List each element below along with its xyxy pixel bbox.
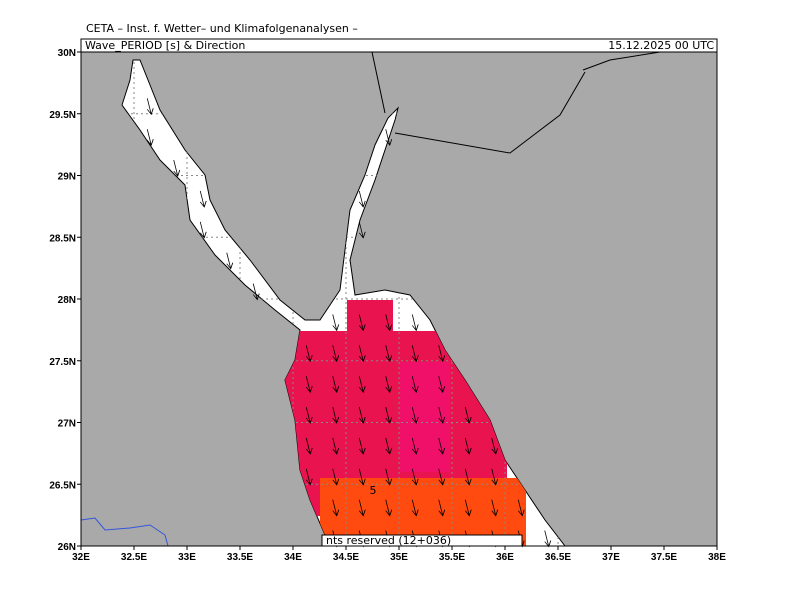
field-title: Wave_PERIOD [s] & Direction	[85, 39, 245, 52]
footer: nts reserved (12+036)	[326, 534, 451, 547]
direction-arrow	[464, 499, 472, 517]
direction-arrow	[411, 376, 419, 394]
direction-arrow	[146, 98, 154, 116]
direction-arrow	[464, 437, 472, 455]
direction-arrow	[358, 376, 366, 394]
direction-arrow	[438, 376, 446, 394]
direction-arrow	[385, 437, 393, 455]
direction-arrow	[305, 345, 313, 363]
direction-arrow	[464, 468, 472, 486]
direction-arrow	[491, 468, 499, 486]
x-tick-label: 37E	[602, 552, 620, 563]
direction-arrow	[411, 499, 419, 517]
direction-arrow	[358, 468, 366, 486]
direction-arrow	[411, 406, 419, 424]
direction-arrow	[411, 345, 419, 363]
direction-arrow	[358, 499, 366, 517]
direction-arrow	[464, 406, 472, 424]
river	[80, 517, 169, 547]
direction-arrow	[385, 376, 393, 394]
direction-arrow	[146, 129, 154, 147]
direction-arrow	[438, 437, 446, 455]
y-tick-label: 29N	[58, 172, 76, 183]
direction-arrow	[199, 190, 207, 208]
y-tick-label: 26N	[58, 542, 76, 553]
x-tick-label: 33E	[178, 552, 196, 563]
direction-arrow	[358, 437, 366, 455]
x-tick-label: 32E	[72, 552, 90, 563]
direction-arrow	[385, 406, 393, 424]
x-tick-label: 34E	[284, 552, 302, 563]
period-cell	[347, 300, 393, 331]
direction-arrow	[305, 468, 313, 486]
date: 15.12.2025 00 UTC	[608, 39, 714, 52]
x-tick-label: 34.5E	[333, 552, 359, 563]
direction-arrow	[491, 437, 499, 455]
direction-arrow	[358, 406, 366, 424]
direction-arrow	[544, 530, 552, 548]
direction-arrow	[252, 283, 260, 301]
x-tick-label: 32.5E	[121, 552, 147, 563]
direction-arrow	[305, 437, 313, 455]
direction-arrow	[438, 345, 446, 363]
direction-arrow	[438, 499, 446, 517]
x-tick-label: 36.5E	[545, 552, 571, 563]
direction-arrow	[305, 406, 313, 424]
y-tick-label: 29.5N	[49, 110, 76, 121]
direction-arrow	[438, 468, 446, 486]
direction-arrow	[332, 406, 340, 424]
x-tick-label: 36E	[496, 552, 514, 563]
direction-arrow	[385, 468, 393, 486]
direction-arrow	[199, 221, 207, 239]
direction-arrow	[332, 499, 340, 517]
direction-arrow	[332, 376, 340, 394]
direction-arrow	[358, 221, 366, 239]
direction-arrow	[332, 468, 340, 486]
y-tick-label: 27N	[58, 419, 76, 430]
contour-label: 5	[370, 484, 377, 497]
direction-arrow	[358, 345, 366, 363]
direction-arrow	[332, 314, 340, 332]
direction-arrow	[332, 437, 340, 455]
y-tick-label: 27.5N	[49, 357, 76, 368]
direction-arrow	[358, 314, 366, 332]
direction-arrow	[332, 345, 340, 363]
direction-arrow	[517, 499, 525, 517]
direction-arrow	[411, 314, 419, 332]
x-tick-label: 38E	[708, 552, 726, 563]
institute: CETA – Inst. f. Wetter– und Klimafolgena…	[86, 22, 358, 35]
period-cell	[400, 362, 450, 472]
direction-arrow	[226, 252, 234, 270]
direction-arrow	[385, 314, 393, 332]
direction-arrow	[385, 129, 393, 147]
direction-arrow	[385, 499, 393, 517]
border	[371, 51, 661, 154]
y-tick-label: 26.5N	[49, 480, 76, 491]
x-tick-label: 35.5E	[439, 552, 465, 563]
x-tick-label: 35E	[390, 552, 408, 563]
direction-arrow	[411, 437, 419, 455]
x-tick-label: 37.5E	[651, 552, 677, 563]
y-tick-label: 30N	[58, 48, 76, 59]
direction-arrow	[491, 499, 499, 517]
direction-arrow	[411, 468, 419, 486]
direction-arrow	[385, 345, 393, 363]
y-tick-label: 28.5N	[49, 233, 76, 244]
direction-arrow	[438, 406, 446, 424]
direction-arrow	[173, 159, 181, 177]
x-tick-label: 33.5E	[227, 552, 253, 563]
direction-arrow	[305, 376, 313, 394]
y-tick-label: 28N	[58, 295, 76, 306]
direction-arrow	[358, 190, 366, 208]
